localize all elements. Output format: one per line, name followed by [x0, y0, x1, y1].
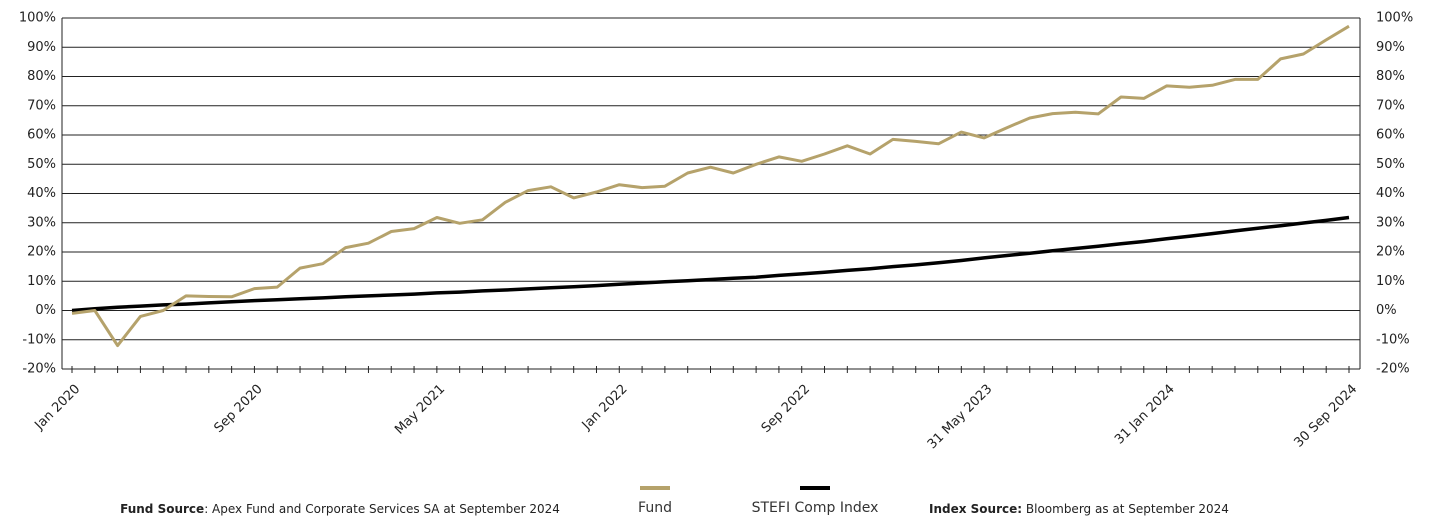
y2-tick-label: -20% [1376, 362, 1410, 377]
source-note: Index Source: Bloomberg as at September … [929, 502, 1229, 516]
y-tick-label: 10% [27, 274, 56, 289]
y2-tick-label: 100% [1376, 11, 1413, 26]
y2-tick-label: 50% [1376, 157, 1405, 172]
y-tick-label: 80% [27, 69, 56, 84]
y2-tick-label: 10% [1376, 274, 1405, 289]
y2-tick-label: 0% [1376, 303, 1397, 318]
y-tick-label: 20% [27, 245, 56, 260]
series-line [71, 215, 1350, 313]
y-tick-label: 60% [27, 128, 56, 143]
y-tick-label: 70% [27, 98, 56, 113]
y2-tick-label: 30% [1376, 215, 1405, 230]
y2-tick-label: 70% [1376, 98, 1405, 113]
source-note-text: : Apex Fund and Corporate Services SA at… [204, 502, 560, 516]
series-line [71, 24, 1350, 348]
x-tick-label: 31 May 2023 [925, 382, 996, 453]
legend-label: STEFI Comp Index [752, 500, 879, 516]
y2-tick-label: 20% [1376, 245, 1405, 260]
y2-tick-label: -10% [1376, 332, 1410, 347]
y2-tick-label: 40% [1376, 186, 1405, 201]
x-tick-label: Sep 2020 [211, 382, 265, 436]
y-tick-label: -10% [22, 332, 56, 347]
y-tick-label: 30% [27, 215, 56, 230]
y-tick-label: 90% [27, 40, 56, 55]
y-tick-label: 40% [27, 186, 56, 201]
x-tick-label: Jan 2020 [31, 382, 83, 434]
y-tick-label: -20% [22, 362, 56, 377]
y2-tick-label: 60% [1376, 128, 1405, 143]
y2-tick-label: 90% [1376, 40, 1405, 55]
y2-tick-label: 80% [1376, 69, 1405, 84]
source-note-label: Index Source: [929, 502, 1022, 516]
x-tick-label: Sep 2022 [759, 382, 813, 436]
legend-label: Fund [638, 500, 672, 516]
y-tick-label: 100% [19, 11, 56, 26]
x-tick-label: May 2021 [392, 382, 448, 438]
y-tick-label: 50% [27, 157, 56, 172]
y-tick-label: 0% [35, 303, 56, 318]
x-tick-label: 31 Jan 2024 [1112, 382, 1178, 448]
source-note-label: Fund Source [120, 502, 204, 516]
source-note: Fund Source: Apex Fund and Corporate Ser… [120, 502, 560, 516]
x-tick-label: 30 Sep 2024 [1291, 382, 1360, 451]
x-tick-label: Jan 2022 [579, 382, 631, 434]
source-note-text: Bloomberg as at September 2024 [1022, 502, 1229, 516]
